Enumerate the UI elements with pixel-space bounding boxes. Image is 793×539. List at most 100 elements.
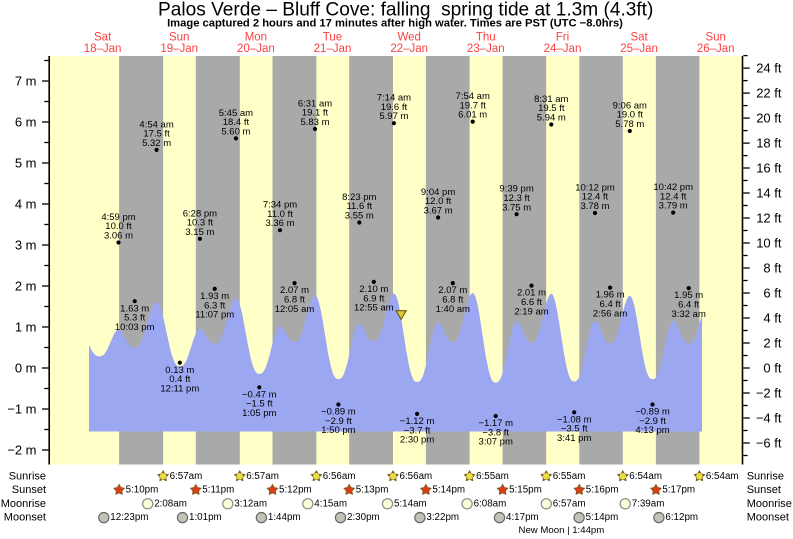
svg-text:20 ft: 20 ft bbox=[756, 111, 782, 126]
svg-text:−0.89 m: −0.89 m bbox=[635, 407, 670, 418]
svg-text:5:14pm: 5:14pm bbox=[432, 484, 465, 495]
svg-text:3 m: 3 m bbox=[15, 238, 37, 253]
svg-text:18–Jan: 18–Jan bbox=[84, 43, 122, 55]
svg-text:Moonset: Moonset bbox=[747, 512, 789, 524]
svg-text:2:08am: 2:08am bbox=[154, 498, 187, 509]
svg-text:2:19 am: 2:19 am bbox=[514, 306, 548, 317]
svg-text:12:05 am: 12:05 am bbox=[275, 304, 315, 315]
svg-text:10.3 ft: 10.3 ft bbox=[187, 218, 214, 229]
svg-text:10 ft: 10 ft bbox=[756, 236, 782, 251]
svg-text:5:15pm: 5:15pm bbox=[509, 484, 542, 495]
svg-text:9:04 pm: 9:04 pm bbox=[421, 187, 455, 198]
svg-text:6.01 m: 6.01 m bbox=[458, 110, 487, 121]
svg-text:6:57am: 6:57am bbox=[246, 471, 279, 482]
svg-text:0 m: 0 m bbox=[15, 361, 37, 376]
svg-text:6:57am: 6:57am bbox=[170, 471, 203, 482]
svg-text:Sunset: Sunset bbox=[747, 484, 781, 496]
svg-text:−2.9 ft: −2.9 ft bbox=[639, 416, 666, 427]
svg-text:8:31 am: 8:31 am bbox=[534, 94, 568, 105]
svg-text:5:14pm: 5:14pm bbox=[586, 512, 619, 523]
svg-text:5.32 m: 5.32 m bbox=[142, 138, 171, 149]
svg-text:5:11pm: 5:11pm bbox=[202, 484, 234, 495]
svg-text:12.3 ft: 12.3 ft bbox=[503, 193, 530, 204]
svg-text:6:57am: 6:57am bbox=[553, 498, 586, 509]
svg-text:1:50 pm: 1:50 pm bbox=[321, 425, 355, 436]
svg-text:12:11 pm: 12:11 pm bbox=[160, 383, 199, 394]
svg-text:1:01pm: 1:01pm bbox=[189, 512, 222, 523]
svg-text:12:23pm: 12:23pm bbox=[110, 512, 148, 523]
svg-text:7:34 pm: 7:34 pm bbox=[263, 200, 297, 211]
svg-text:2.10 m: 2.10 m bbox=[359, 284, 388, 295]
svg-text:Sun: Sun bbox=[169, 31, 189, 43]
svg-text:5 m: 5 m bbox=[15, 156, 37, 171]
svg-text:26–Jan: 26–Jan bbox=[697, 43, 735, 55]
svg-text:3.06 m: 3.06 m bbox=[104, 231, 133, 242]
svg-text:5.97 m: 5.97 m bbox=[379, 111, 408, 122]
svg-text:−3.7 ft: −3.7 ft bbox=[404, 425, 431, 436]
svg-text:6:56am: 6:56am bbox=[323, 471, 356, 482]
svg-text:1 m: 1 m bbox=[15, 320, 37, 335]
svg-text:19.6 ft: 19.6 ft bbox=[381, 102, 408, 113]
svg-text:9:39 pm: 9:39 pm bbox=[499, 184, 533, 195]
svg-text:10:42 pm: 10:42 pm bbox=[653, 182, 693, 193]
svg-text:3:32 am: 3:32 am bbox=[672, 309, 706, 320]
svg-text:2.01 m: 2.01 m bbox=[517, 288, 546, 299]
svg-text:Sat: Sat bbox=[630, 31, 648, 43]
svg-text:7:39am: 7:39am bbox=[632, 498, 665, 509]
svg-text:Mon: Mon bbox=[245, 31, 267, 43]
svg-text:Moonrise: Moonrise bbox=[747, 498, 792, 510]
svg-text:10:03 pm: 10:03 pm bbox=[115, 322, 155, 333]
svg-text:10.0 ft: 10.0 ft bbox=[105, 221, 132, 232]
svg-text:0 ft: 0 ft bbox=[763, 361, 781, 376]
svg-text:6.3 ft: 6.3 ft bbox=[204, 300, 225, 311]
svg-text:Wed: Wed bbox=[397, 31, 420, 43]
svg-text:6.8 ft: 6.8 ft bbox=[442, 295, 463, 306]
svg-text:1.63 m: 1.63 m bbox=[120, 303, 149, 314]
svg-text:14 ft: 14 ft bbox=[756, 186, 782, 201]
svg-text:5:13pm: 5:13pm bbox=[356, 484, 389, 495]
svg-text:19.0 ft: 19.0 ft bbox=[617, 110, 644, 121]
svg-text:Moonrise: Moonrise bbox=[1, 498, 46, 510]
svg-text:2:30 pm: 2:30 pm bbox=[400, 435, 434, 446]
svg-text:17.5 ft: 17.5 ft bbox=[143, 129, 170, 140]
svg-text:21–Jan: 21–Jan bbox=[314, 43, 352, 55]
svg-text:4:17pm: 4:17pm bbox=[506, 512, 539, 523]
svg-text:5.60 m: 5.60 m bbox=[221, 126, 250, 137]
svg-text:24 ft: 24 ft bbox=[756, 61, 782, 76]
svg-text:24–Jan: 24–Jan bbox=[544, 43, 582, 55]
svg-text:12 ft: 12 ft bbox=[756, 211, 782, 226]
svg-text:5:14am: 5:14am bbox=[394, 498, 427, 509]
svg-text:6:54am: 6:54am bbox=[629, 471, 662, 482]
svg-text:19.1 ft: 19.1 ft bbox=[302, 108, 329, 119]
svg-text:2:56 am: 2:56 am bbox=[593, 308, 627, 319]
svg-text:6.9 ft: 6.9 ft bbox=[363, 293, 384, 304]
svg-text:−2.9 ft: −2.9 ft bbox=[325, 416, 352, 427]
svg-text:22–Jan: 22–Jan bbox=[390, 43, 428, 55]
svg-text:4 m: 4 m bbox=[15, 197, 37, 212]
svg-text:16 ft: 16 ft bbox=[756, 161, 782, 176]
svg-text:2.07 m: 2.07 m bbox=[438, 285, 467, 296]
svg-text:1.95 m: 1.95 m bbox=[674, 290, 703, 301]
svg-text:6:12pm: 6:12pm bbox=[665, 512, 698, 523]
svg-text:6.6 ft: 6.6 ft bbox=[521, 297, 542, 308]
svg-text:1.96 m: 1.96 m bbox=[596, 290, 625, 301]
svg-text:5.3 ft: 5.3 ft bbox=[124, 313, 145, 324]
svg-text:3.15 m: 3.15 m bbox=[185, 227, 214, 238]
svg-text:Sunrise: Sunrise bbox=[747, 470, 784, 482]
svg-text:1:44pm: 1:44pm bbox=[268, 512, 301, 523]
svg-text:−0.47 m: −0.47 m bbox=[242, 389, 277, 400]
svg-text:23–Jan: 23–Jan bbox=[467, 43, 505, 55]
svg-text:3.75 m: 3.75 m bbox=[502, 202, 531, 213]
svg-text:5.78 m: 5.78 m bbox=[615, 119, 644, 130]
svg-text:Moonset: Moonset bbox=[4, 512, 46, 524]
svg-text:0.13 m: 0.13 m bbox=[165, 365, 194, 376]
svg-text:1:05 pm: 1:05 pm bbox=[242, 408, 276, 419]
svg-text:1:40 am: 1:40 am bbox=[436, 304, 470, 315]
svg-text:5:16pm: 5:16pm bbox=[586, 484, 619, 495]
svg-text:−1.08 m: −1.08 m bbox=[557, 414, 592, 425]
svg-text:6:28 pm: 6:28 pm bbox=[183, 208, 217, 219]
svg-text:9:06 am: 9:06 am bbox=[613, 100, 647, 111]
svg-text:Sat: Sat bbox=[94, 31, 112, 43]
svg-text:19.7 ft: 19.7 ft bbox=[459, 100, 486, 111]
svg-text:6:55am: 6:55am bbox=[553, 471, 586, 482]
